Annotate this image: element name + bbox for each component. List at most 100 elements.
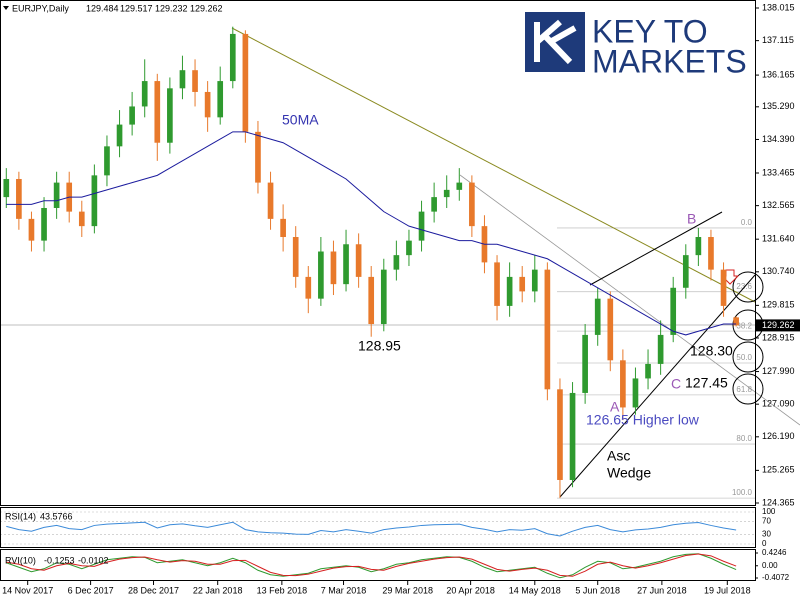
candle-body	[607, 298, 614, 361]
rsi-name: RSI(14)	[5, 511, 36, 521]
fib-label: 80.0	[736, 434, 752, 443]
candle-body	[91, 175, 98, 227]
rsi-value: 43.5766	[40, 511, 73, 521]
x-tick-label: 22 Jan 2018	[193, 585, 243, 595]
x-tick-label: 14 May 2018	[509, 585, 561, 595]
candle-body	[720, 269, 727, 306]
ma-label: 50MA	[282, 112, 319, 128]
symbol: EURJPY,Daily	[12, 3, 69, 13]
annotation: Wedge	[607, 465, 651, 481]
annotations: 128.95 A B C 126.65 Higher low 128.30 12…	[282, 112, 733, 481]
header-icon	[3, 6, 9, 10]
candle-body	[192, 70, 198, 92]
candle-body	[343, 244, 349, 285]
x-tick-label: 5 Jun 2018	[575, 585, 620, 595]
candle-body	[657, 334, 664, 364]
candle-body	[28, 218, 35, 241]
x-tick-label: 27 Jun 2018	[637, 585, 687, 595]
x-tick-label: 7 Mar 2018	[321, 585, 367, 595]
rsi-line	[6, 521, 737, 537]
rvi-name: RVI(10)	[5, 555, 36, 565]
candle-body	[531, 269, 538, 292]
ohlc-value: 129.484	[86, 3, 119, 13]
trend-line	[459, 174, 800, 426]
fib-label: 50.0	[736, 353, 752, 362]
rvi-tick-label: 0.4246	[762, 548, 787, 557]
y-tick-label: 126.190	[762, 431, 795, 441]
rvi-frame	[0, 549, 756, 581]
trend-line	[231, 27, 756, 303]
circle-marker	[732, 373, 764, 405]
candle-body	[116, 124, 123, 147]
y-tick-label: 138.015	[762, 2, 795, 12]
ma-line	[6, 131, 737, 336]
candle-body	[167, 88, 173, 143]
circle-marker	[732, 341, 764, 373]
candle-body	[3, 178, 10, 198]
logo-k	[534, 19, 577, 65]
candle-body	[406, 240, 412, 256]
rsi-tick-label: 30	[762, 530, 771, 539]
fib-label: 0.0	[741, 218, 753, 227]
x-tick-label: 6 Dec 2017	[68, 585, 114, 595]
y-tick-label: 125.265	[762, 465, 795, 475]
candle-body	[544, 269, 551, 390]
candle-body	[670, 287, 677, 335]
candle-body	[267, 182, 274, 219]
y-tick-label: 134.390	[762, 134, 795, 144]
y-tick-label: 129.815	[762, 300, 795, 310]
candle-body	[280, 218, 286, 238]
candle-body	[380, 269, 387, 325]
candle-body	[154, 81, 161, 143]
y-tick-label: 133.465	[762, 167, 795, 177]
x-tick-label: 13 Feb 2018	[257, 585, 308, 595]
candle-body	[569, 392, 576, 480]
candle-body	[229, 33, 236, 82]
rvi-value: -0.1253	[44, 555, 75, 565]
logo: KEY TO MARKETS	[525, 12, 747, 79]
candle-body	[330, 251, 337, 285]
circle-marker	[732, 271, 764, 303]
ohlc-value: 129.232	[155, 3, 188, 13]
fib-label: 38.2	[736, 321, 752, 330]
candle-body	[418, 211, 425, 241]
logo-text: KEY TO	[592, 13, 708, 49]
price-tag-label: 129.262	[762, 320, 795, 330]
candle-body	[204, 91, 211, 118]
candle-body	[141, 81, 148, 107]
candle-body	[443, 189, 450, 198]
y-tick-label: 127.090	[762, 399, 795, 409]
rsi-tick-label: 100	[762, 507, 776, 516]
rvi-tick-label: 0.00	[762, 561, 778, 570]
y-tick-label: 124.365	[762, 497, 795, 507]
candle-body	[41, 207, 47, 241]
x-tick-label: 19 Jul 2018	[704, 585, 751, 595]
candle-body	[708, 237, 714, 270]
annotation: Asc	[607, 448, 630, 464]
y-tick-label: 128.915	[762, 332, 795, 342]
annotation: A	[610, 399, 620, 415]
candle-body	[368, 276, 375, 325]
rsi-frame	[0, 507, 756, 548]
wedge-line	[589, 211, 723, 286]
candle-body	[733, 317, 739, 326]
ohlc-value: 129.262	[190, 3, 223, 13]
rvi-tick-label: -0.4072	[762, 573, 790, 582]
candle-body	[242, 33, 249, 132]
candle-body	[494, 262, 500, 306]
annotation: B	[687, 211, 696, 227]
candle-body	[695, 237, 702, 256]
candle-body	[305, 276, 312, 299]
candle-body	[632, 378, 639, 408]
candle-body	[393, 255, 400, 270]
rvi-value: -0.0102	[78, 555, 109, 565]
candle-body	[292, 237, 299, 277]
annotation: C	[671, 376, 681, 392]
candle-body	[255, 131, 261, 183]
candle-body	[78, 211, 85, 227]
y-tick-label: 137.115	[762, 35, 794, 45]
x-tick-label: 14 Nov 2017	[2, 585, 53, 595]
annotation: 127.45	[685, 375, 728, 391]
